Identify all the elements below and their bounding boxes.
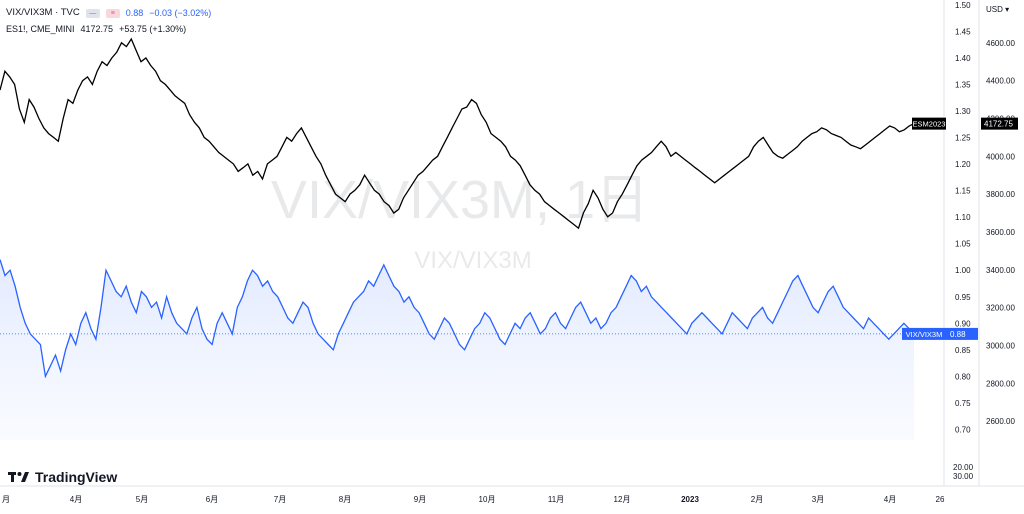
legend-main-row: VIX/VIX3M · TVC — ≡ 0.88 −0.03 (−3.02%) [6,5,211,21]
left-axis-tick: 1.50 [955,1,971,10]
left-axis-extra-tick: 30.00 [953,472,974,481]
x-axis-tick: 7月 [274,495,286,504]
series-name-tag [912,117,946,130]
tradingview-icon [8,472,29,482]
left-axis-extra-tick: 20.00 [953,463,974,472]
symbol-title[interactable]: VIX/VIX3M · TVC [6,7,80,18]
left-axis-tick: 1.40 [955,54,971,63]
left-axis-tick: 1.00 [955,266,971,275]
x-axis-tick: 4月 [70,495,82,504]
x-axis-tick: 8月 [339,495,351,504]
left-axis-tick: 1.05 [955,240,971,249]
last-value: 0.88 [125,8,144,18]
watermark-subtitle: VIX/VIX3M [414,247,531,274]
left-axis-tick: 1.10 [955,213,971,222]
x-axis-tick: 5月 [136,495,148,504]
brand-name: TradingView [35,469,118,485]
x-axis-tick: 26 [936,495,945,504]
watermark-title: VIX/VIX3M, 1日 [271,170,649,230]
series-line-es-futures [0,37,915,230]
last-value-label: 4172.75 [984,120,1013,129]
series-name-label: ESM2023 [913,120,946,129]
compare-title[interactable]: ES1!, CME_MINI [6,24,75,34]
right-axis-tick: 3400.00 [986,266,1015,275]
left-axis-tick: 1.30 [955,107,971,116]
left-axis-tick: 0.70 [955,425,971,434]
compare-change: +53.75 (+1.30%) [119,24,187,34]
left-axis-tick: 1.45 [955,28,971,37]
right-axis-tick: 3200.00 [986,304,1015,313]
right-axis-tick: 3800.00 [986,190,1015,199]
x-axis-tick: 10月 [479,495,496,504]
last-value-label: 0.88 [950,330,966,339]
x-axis-tick: 12月 [614,495,631,504]
left-axis-tick: 0.90 [955,319,971,328]
x-axis-tick: 3月 [812,495,824,504]
x-axis-tick: 2023 [681,495,699,504]
x-axis-tick: 2月 [751,495,763,504]
legend-compare-row: ES1!, CME_MINI 4172.75 +53.75 (+1.30%) [6,21,211,37]
left-axis-tick: 1.25 [955,134,971,143]
right-axis-tick: 2800.00 [986,379,1015,388]
left-axis-tick: 1.20 [955,160,971,169]
last-value-badge [981,117,1018,130]
right-axis-tick: 4000.00 [986,152,1015,161]
left-axis-tick: 1.35 [955,81,971,90]
series-name-tag [902,327,946,340]
series-line-vix-ratio [0,259,915,379]
x-axis-tick: 6月 [206,495,218,504]
left-axis-tick: 0.80 [955,372,971,381]
chart-legend: VIX/VIX3M · TVC — ≡ 0.88 −0.03 (−3.02%) … [6,5,211,37]
tradingview-logo[interactable]: TradingView [8,469,117,485]
right-axis-tick: 4600.00 [986,39,1015,48]
x-axis-tick: 月 [2,495,10,504]
left-axis-tick: 0.85 [955,346,971,355]
last-value-badge [946,327,978,340]
change-value: −0.03 (−3.02%) [149,8,212,18]
x-axis-tick: 4月 [884,495,896,504]
eye-toggle-icon[interactable]: — [85,8,100,18]
currency-label: USD ▾ [986,5,1009,14]
right-axis-tick: 3600.00 [986,228,1015,237]
compare-value: 4172.75 [80,24,114,34]
left-axis-tick: 0.75 [955,399,971,408]
x-axis-tick: 11月 [548,495,564,504]
right-axis-tick: 4400.00 [986,77,1015,86]
right-axis-tick: 3000.00 [986,341,1015,350]
series-name-label: VIX/VIX3M [906,330,943,339]
left-axis-tick: 1.15 [955,187,971,196]
settings-icon[interactable]: ≡ [105,8,120,18]
right-axis-tick: 2600.00 [986,417,1015,426]
series-area-vix-ratio [0,259,914,440]
left-axis-tick: 0.95 [955,293,971,302]
x-axis-tick: 9月 [414,495,426,504]
